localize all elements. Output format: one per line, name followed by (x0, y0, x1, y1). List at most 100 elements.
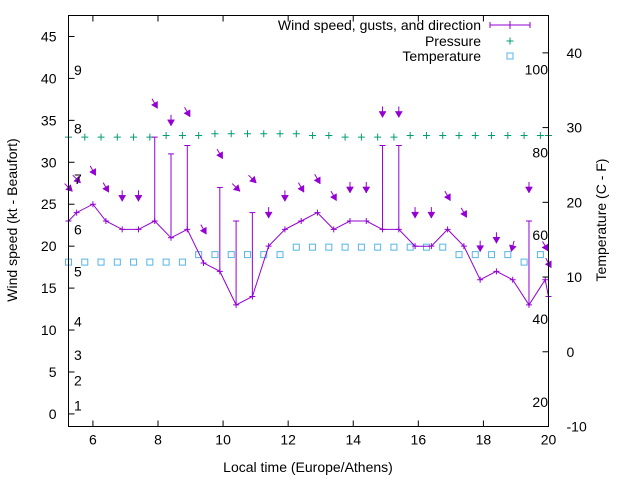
wind-arrow-head (183, 109, 191, 118)
y-tick-label: 20 (41, 238, 57, 254)
temperature-point (227, 251, 235, 259)
wind-arrow-head (167, 119, 175, 127)
wind-speed-point (493, 268, 500, 275)
wind-direction-arrow (102, 182, 110, 193)
temperature-point (162, 258, 170, 266)
wind-direction-arrow (297, 182, 305, 193)
wind-speed-point (330, 226, 337, 233)
plot-data (64, 98, 552, 308)
fahrenheit-label: 60 (532, 227, 548, 243)
wind-arrow-head (150, 100, 158, 109)
temperature-point (97, 258, 105, 266)
wind-arrow-head (232, 184, 241, 192)
wind-direction-arrow (378, 106, 387, 118)
y2-tick-label: 10 (567, 269, 583, 285)
wind-speed-point (542, 276, 549, 283)
y2-axis-label: Temperature (C - F) (593, 159, 609, 282)
wind-direction-arrow (394, 106, 403, 118)
wind-speed-point (265, 243, 272, 250)
y2-tick-label: 40 (567, 45, 583, 61)
wind-direction-arrow (167, 114, 175, 127)
temperature-point (146, 258, 154, 266)
pressure-point (422, 131, 430, 139)
wind-speed-point (428, 243, 435, 250)
legend-label: Pressure (425, 33, 481, 49)
pressure-point (309, 131, 317, 139)
wind-speed-point (281, 226, 288, 233)
pressure-point (178, 131, 186, 139)
beaufort-label: 2 (74, 372, 82, 388)
beaufort-label: 6 (74, 221, 82, 237)
wind-arrow-head (280, 195, 289, 202)
wind-direction-arrow (460, 207, 468, 218)
beaufort-label: 4 (74, 314, 82, 330)
wind-speed-point (395, 226, 402, 233)
wind-arrow-head (329, 193, 337, 202)
pressure-point (276, 130, 284, 138)
wind-arrow-head (346, 186, 354, 194)
x-axis-label: Local time (Europe/Athens) (223, 459, 393, 475)
temperature-point (309, 243, 317, 251)
wind-speed-line (68, 203, 549, 306)
wind-arrow-head (492, 237, 501, 244)
temperature-point (341, 243, 349, 251)
y2-tick-label: -10 (567, 419, 587, 435)
pressure-point (357, 133, 365, 141)
pressure-point (455, 131, 463, 139)
legend-temperature-marker (506, 52, 514, 60)
wind-speed-point (151, 218, 158, 224)
wind-arrow-head (443, 193, 451, 202)
temperature-point (81, 258, 89, 266)
pressure-point (325, 131, 333, 139)
temperature-point (455, 251, 463, 259)
beaufort-label: 3 (74, 347, 82, 363)
wind-speed-point (216, 268, 223, 275)
wind-direction-arrow (313, 174, 321, 185)
x-tick-label: 6 (89, 432, 97, 448)
wind-speed-point (89, 201, 96, 208)
x-tick-label: 18 (476, 432, 492, 448)
legend-item-pressure: Pressure (425, 33, 514, 49)
pressure-point (406, 131, 414, 139)
y-tick-label: 15 (41, 280, 57, 296)
wind-direction-arrow (492, 232, 501, 244)
wind-arrow-head (118, 195, 127, 202)
x-tick-label: 20 (541, 432, 557, 448)
x-tick-label: 14 (345, 432, 361, 448)
fahrenheit-label: 20 (532, 394, 548, 410)
temperature-point (130, 258, 138, 266)
pressure-point (130, 133, 138, 141)
temperature-point (325, 243, 333, 251)
wind-arrow-head (460, 209, 467, 218)
wind-direction-arrow (134, 190, 143, 202)
pressure-point (243, 130, 251, 138)
wind-speed-point (73, 209, 80, 216)
x-tick-label: 16 (411, 432, 427, 448)
pressure-point (227, 130, 235, 138)
wind-direction-arrow (509, 240, 517, 252)
beaufort-label: 8 (74, 121, 82, 137)
legend-item-wind: Wind speed, gusts, and direction (278, 17, 531, 33)
pressure-point (471, 131, 479, 139)
temperature-point (422, 243, 430, 251)
beaufort-label: 9 (74, 62, 82, 78)
temperature-point (536, 251, 544, 259)
y-tick-label: 25 (41, 196, 57, 212)
pressure-point (292, 130, 300, 138)
plot-frame (68, 15, 549, 427)
legend-item-temperature: Temperature (402, 48, 514, 64)
wind-direction-arrow (362, 181, 371, 194)
y-tick-label: 5 (49, 364, 57, 380)
x-tick-label: 12 (280, 432, 296, 448)
wind-arrow-head (249, 175, 257, 184)
axes: 6 8 10 12 14 16 18 20051015202530354045-1001020… (41, 15, 587, 448)
temperature-point (390, 243, 398, 251)
temperature-point (504, 251, 512, 259)
temperature-point (211, 251, 219, 259)
pressure-point (341, 133, 349, 141)
y-axis-label: Wind speed (kt - Beaufort) (4, 138, 20, 301)
wind-direction-arrow (280, 190, 289, 202)
wind-arrow-head (525, 186, 533, 194)
pressure-point (162, 131, 170, 139)
